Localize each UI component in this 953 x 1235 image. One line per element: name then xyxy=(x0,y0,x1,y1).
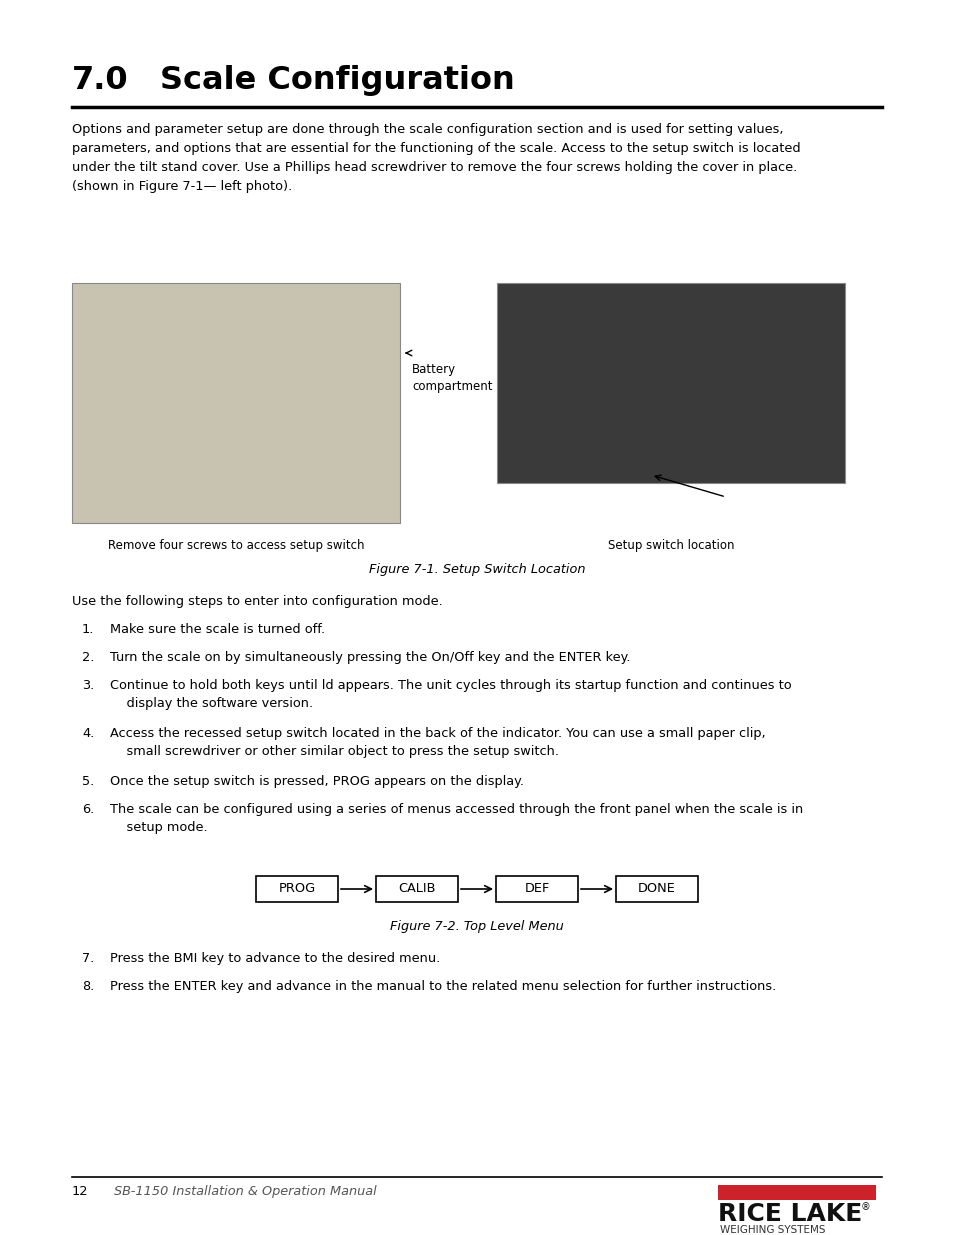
Text: Press the BMI key to advance to the desired menu.: Press the BMI key to advance to the desi… xyxy=(110,952,439,965)
Text: Battery
compartment: Battery compartment xyxy=(412,363,492,393)
Text: Continue to hold both keys until ld appears. The unit cycles through its startup: Continue to hold both keys until ld appe… xyxy=(110,679,791,710)
Bar xyxy=(375,876,457,902)
Text: 2.: 2. xyxy=(82,651,94,664)
Text: WEIGHING SYSTEMS: WEIGHING SYSTEMS xyxy=(720,1225,824,1235)
Text: Setup switch location: Setup switch location xyxy=(607,538,734,552)
Text: Turn the scale on by simultaneously pressing the On/Off key and the ENTER key.: Turn the scale on by simultaneously pres… xyxy=(110,651,630,664)
Text: DONE: DONE xyxy=(638,883,676,895)
Text: 6.: 6. xyxy=(82,803,94,816)
Bar xyxy=(71,283,399,522)
Text: 7.: 7. xyxy=(82,952,94,965)
Text: 7.0: 7.0 xyxy=(71,65,129,96)
Text: 8.: 8. xyxy=(82,981,94,993)
Text: RICE LAKE: RICE LAKE xyxy=(718,1202,862,1226)
Text: Once the setup switch is pressed, PROG appears on the display.: Once the setup switch is pressed, PROG a… xyxy=(110,776,523,788)
Text: PROG: PROG xyxy=(278,883,315,895)
Text: Remove four screws to access setup switch: Remove four screws to access setup switc… xyxy=(108,538,364,552)
Bar xyxy=(496,876,578,902)
Text: ®: ® xyxy=(861,1202,870,1212)
Text: DEF: DEF xyxy=(524,883,549,895)
Bar xyxy=(255,876,337,902)
Text: CALIB: CALIB xyxy=(398,883,436,895)
Text: Make sure the scale is turned off.: Make sure the scale is turned off. xyxy=(110,622,325,636)
Text: 12: 12 xyxy=(71,1186,89,1198)
Text: Press the ENTER key and advance in the manual to the related menu selection for : Press the ENTER key and advance in the m… xyxy=(110,981,776,993)
Bar xyxy=(616,876,698,902)
Text: Figure 7-1. Setup Switch Location: Figure 7-1. Setup Switch Location xyxy=(369,563,584,576)
Text: 5.: 5. xyxy=(82,776,94,788)
Bar xyxy=(718,1186,875,1200)
Text: 1.: 1. xyxy=(82,622,94,636)
Text: Figure 7-2. Top Level Menu: Figure 7-2. Top Level Menu xyxy=(390,920,563,932)
Text: Use the following steps to enter into configuration mode.: Use the following steps to enter into co… xyxy=(71,595,442,608)
Text: Access the recessed setup switch located in the back of the indicator. You can u: Access the recessed setup switch located… xyxy=(110,727,765,758)
Text: 4.: 4. xyxy=(82,727,94,740)
Text: The scale can be configured using a series of menus accessed through the front p: The scale can be configured using a seri… xyxy=(110,803,802,834)
Bar xyxy=(497,283,844,483)
Text: SB-1150 Installation & Operation Manual: SB-1150 Installation & Operation Manual xyxy=(113,1186,376,1198)
Text: 3.: 3. xyxy=(82,679,94,692)
Text: Options and parameter setup are done through the scale configuration section and: Options and parameter setup are done thr… xyxy=(71,124,800,193)
Text: Scale Configuration: Scale Configuration xyxy=(160,65,515,96)
